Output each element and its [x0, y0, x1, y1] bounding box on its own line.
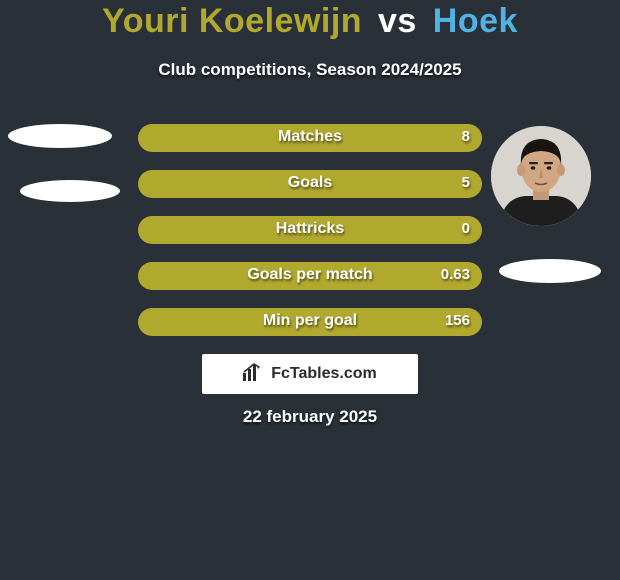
stat-bar-fill — [138, 216, 482, 244]
player2-avatar — [491, 126, 591, 226]
player2-shape-1 — [499, 259, 601, 283]
title: Youri Koelewijn vs Hoek — [0, 2, 620, 41]
subtitle: Club competitions, Season 2024/2025 — [0, 60, 620, 80]
stat-row: Goals per match0.63 — [138, 262, 482, 290]
fctables-logo: FcTables.com — [202, 354, 418, 394]
comparison-card: Youri Koelewijn vs Hoek Club competition… — [0, 0, 620, 580]
avatar-face-icon — [491, 126, 591, 226]
stat-row: Goals5 — [138, 170, 482, 198]
player2-name: Hoek — [433, 2, 518, 40]
stat-row: Min per goal156 — [138, 308, 482, 336]
stat-bar-fill — [138, 308, 482, 336]
vs-text: vs — [378, 2, 417, 40]
player1-shape-1 — [8, 124, 112, 148]
date-text: 22 february 2025 — [0, 407, 620, 427]
stat-row: Matches8 — [138, 124, 482, 152]
stat-bar-fill — [138, 124, 482, 152]
player1-shape-2 — [20, 180, 120, 202]
logo-text: FcTables.com — [271, 365, 377, 383]
bars-icon — [243, 363, 265, 386]
player1-name: Youri Koelewijn — [102, 2, 362, 40]
stat-bar-fill — [138, 262, 482, 290]
stat-bar-fill — [138, 170, 482, 198]
stat-bars: Matches8 Goals5 Hattricks0 Goals per match0… — [138, 124, 482, 354]
stat-row: Hattricks0 — [138, 216, 482, 244]
